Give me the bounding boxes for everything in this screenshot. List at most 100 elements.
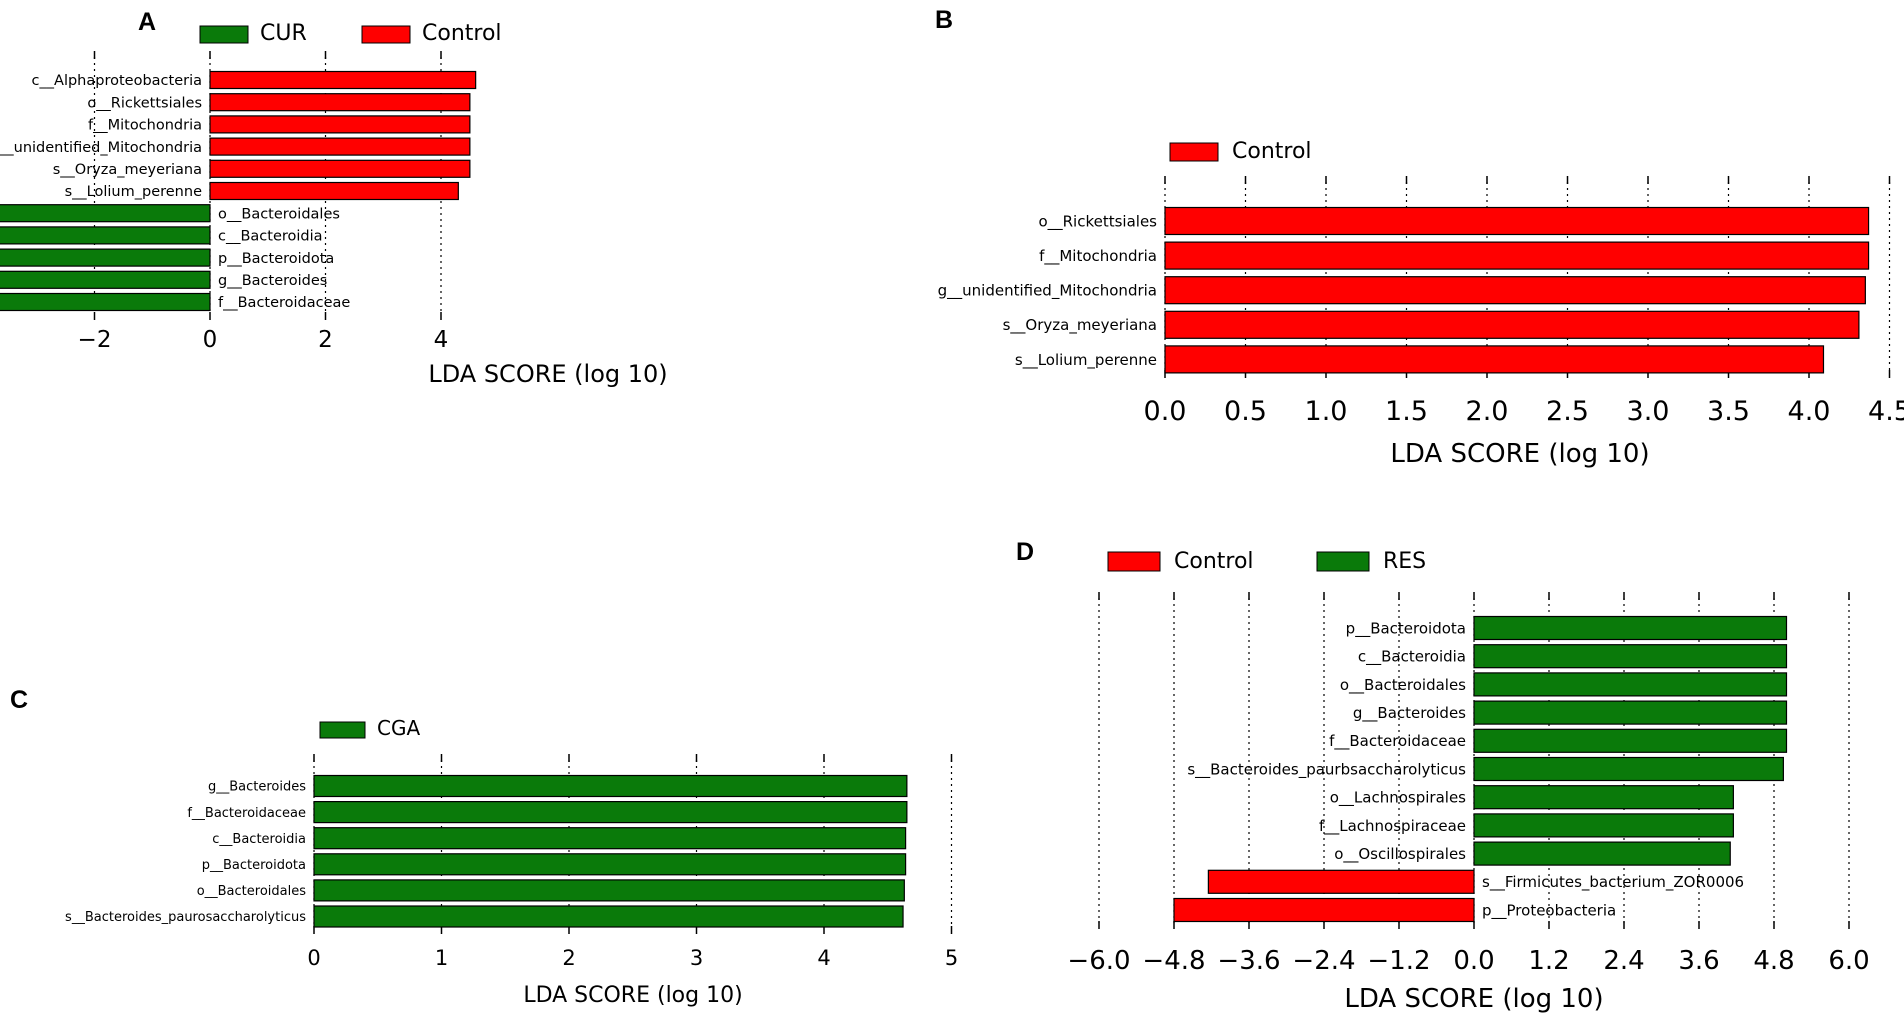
tick-label-D: 3.6 — [1678, 946, 1719, 976]
legend-label-A-control: Control — [422, 21, 502, 46]
bar-label-A-6: o__Bacteroidales — [218, 206, 340, 222]
tick-label-C: 2 — [562, 946, 575, 970]
bar-B-2 — [1164, 276, 1866, 305]
bar-label-D-10: p__Proteobacteria — [1482, 901, 1616, 920]
bar-label-A-0: c__Alphaproteobacteria — [32, 73, 202, 89]
bar-A-6 — [0, 204, 211, 223]
panel-label-C: C — [10, 686, 28, 714]
bar-C-4 — [313, 879, 905, 902]
bar-D-9 — [1207, 869, 1475, 894]
bar-A-8 — [0, 248, 211, 267]
tick-label-D: −1.2 — [1367, 946, 1430, 976]
tick-label-D: 2.4 — [1603, 946, 1644, 976]
tick-label-B: 1.5 — [1385, 396, 1428, 427]
bar-B-0 — [1164, 206, 1870, 236]
bar-label-D-3: g__Bacteroides — [1353, 704, 1466, 723]
x-axis-title-B: LDA SCORE (log 10) — [1390, 439, 1649, 469]
bar-label-B-2: g__unidentified_Mitochondria — [938, 282, 1157, 301]
tick-label-B: 0.5 — [1224, 396, 1267, 427]
x-axis-title-C: LDA SCORE (log 10) — [523, 983, 742, 1008]
bar-label-A-2: f__Mitochondria — [88, 118, 202, 134]
bar-label-B-1: f__Mitochondria — [1039, 247, 1157, 266]
bar-C-5 — [313, 905, 904, 928]
bar-D-1 — [1473, 644, 1788, 669]
tick-label-B: 0.0 — [1144, 396, 1187, 427]
bar-label-A-8: p__Bacteroidota — [218, 251, 334, 267]
bar-label-D-4: f__Bacteroidaceae — [1329, 732, 1466, 751]
bar-label-C-2: c__Bacteroidia — [212, 832, 306, 847]
tick-label-A: 4 — [434, 327, 449, 353]
bar-label-A-9: g__Bacteroides — [218, 273, 327, 289]
bar-label-B-4: s__Lolium_perenne — [1015, 351, 1157, 370]
bar-label-C-0: g__Bacteroides — [208, 780, 306, 795]
x-axis-title-A: LDA SCORE (log 10) — [428, 360, 667, 388]
bar-label-C-3: p__Bacteroidota — [202, 858, 306, 873]
tick-label-C: 4 — [817, 946, 830, 970]
bar-D-5 — [1473, 756, 1784, 782]
bar-label-A-1: o__Rickettsiales — [87, 95, 202, 111]
bar-C-0 — [313, 774, 908, 798]
bar-label-B-3: s__Oryza_meyeriana — [1003, 316, 1157, 335]
legend-swatch-B-control — [1169, 142, 1219, 162]
legend-swatch-D-res — [1316, 551, 1370, 572]
bar-D-6 — [1473, 785, 1734, 810]
legend-label-D-res: RES — [1383, 549, 1426, 574]
bar-D-10 — [1173, 897, 1475, 923]
tick-label-D: 0.0 — [1453, 946, 1494, 976]
bar-D-0 — [1473, 615, 1788, 641]
bar-C-2 — [313, 827, 907, 850]
legend-swatch-A-control — [361, 25, 411, 44]
tick-label-C: 1 — [435, 946, 448, 970]
legend-swatch-A-cur — [199, 25, 249, 44]
legend-swatch-D-control — [1107, 551, 1161, 572]
legend-label-B-control: Control — [1232, 139, 1312, 164]
bar-label-D-9: s__Firmicutes_bacterium_ZOR0006 — [1482, 873, 1744, 892]
bar-label-A-5: s__Lolium_perenne — [65, 184, 202, 200]
tick-label-B: 2.0 — [1466, 396, 1509, 427]
bar-B-3 — [1164, 310, 1860, 339]
bar-label-D-6: o__Lachnospirales — [1330, 789, 1466, 808]
bar-label-B-0: o__Rickettsiales — [1038, 212, 1157, 231]
bar-label-A-3: g__unidentified_Mitochondria — [0, 140, 202, 156]
tick-label-D: −3.6 — [1217, 946, 1280, 976]
legend-label-A-cur: CUR — [260, 21, 307, 46]
bar-label-A-4: s__Oryza_meyeriana — [53, 162, 202, 178]
bar-A-2 — [209, 115, 471, 134]
bar-A-9 — [0, 270, 211, 289]
bar-A-10 — [0, 292, 211, 312]
bar-label-D-0: p__Bacteroidota — [1346, 619, 1466, 638]
bar-A-3 — [209, 137, 471, 156]
bar-label-A-7: c__Bacteroidia — [218, 229, 323, 245]
bar-D-4 — [1473, 728, 1788, 753]
bar-A-4 — [209, 159, 471, 178]
bar-D-7 — [1473, 813, 1734, 838]
bar-label-D-1: c__Bacteroidia — [1358, 648, 1466, 667]
bar-label-C-4: o__Bacteroidales — [197, 884, 307, 899]
legend-label-D-control: Control — [1174, 549, 1254, 574]
bar-B-4 — [1164, 345, 1825, 374]
x-axis-title-D: LDA SCORE (log 10) — [1344, 984, 1603, 1014]
tick-label-B: 2.5 — [1546, 396, 1589, 427]
bar-C-3 — [313, 853, 907, 876]
bar-A-5 — [209, 181, 459, 201]
bar-D-8 — [1473, 841, 1731, 866]
bar-label-C-5: s__Bacteroides_paurosaccharolyticus — [65, 910, 306, 925]
tick-label-B: 3.0 — [1627, 396, 1670, 427]
tick-label-D: 1.2 — [1528, 946, 1569, 976]
legend-label-C-cga: CGA — [377, 716, 420, 740]
bar-label-A-10: f__Bacteroidaceae — [218, 295, 350, 311]
panel-label-A: A — [138, 8, 156, 36]
tick-label-D: 4.8 — [1753, 946, 1794, 976]
tick-label-A: −2 — [78, 327, 112, 353]
tick-label-B: 4.0 — [1788, 396, 1831, 427]
bar-label-D-8: o__Oscillospirales — [1334, 845, 1466, 864]
bar-A-0 — [209, 70, 477, 90]
tick-label-D: −6.0 — [1067, 946, 1130, 976]
tick-label-C: 5 — [945, 946, 958, 970]
tick-label-A: 0 — [203, 327, 218, 353]
bar-label-D-2: o__Bacteroidales — [1340, 676, 1466, 695]
tick-label-C: 0 — [307, 946, 320, 970]
panel-label-B: B — [935, 6, 953, 34]
legend-swatch-C-cga — [319, 721, 366, 739]
tick-label-A: 2 — [318, 327, 333, 353]
